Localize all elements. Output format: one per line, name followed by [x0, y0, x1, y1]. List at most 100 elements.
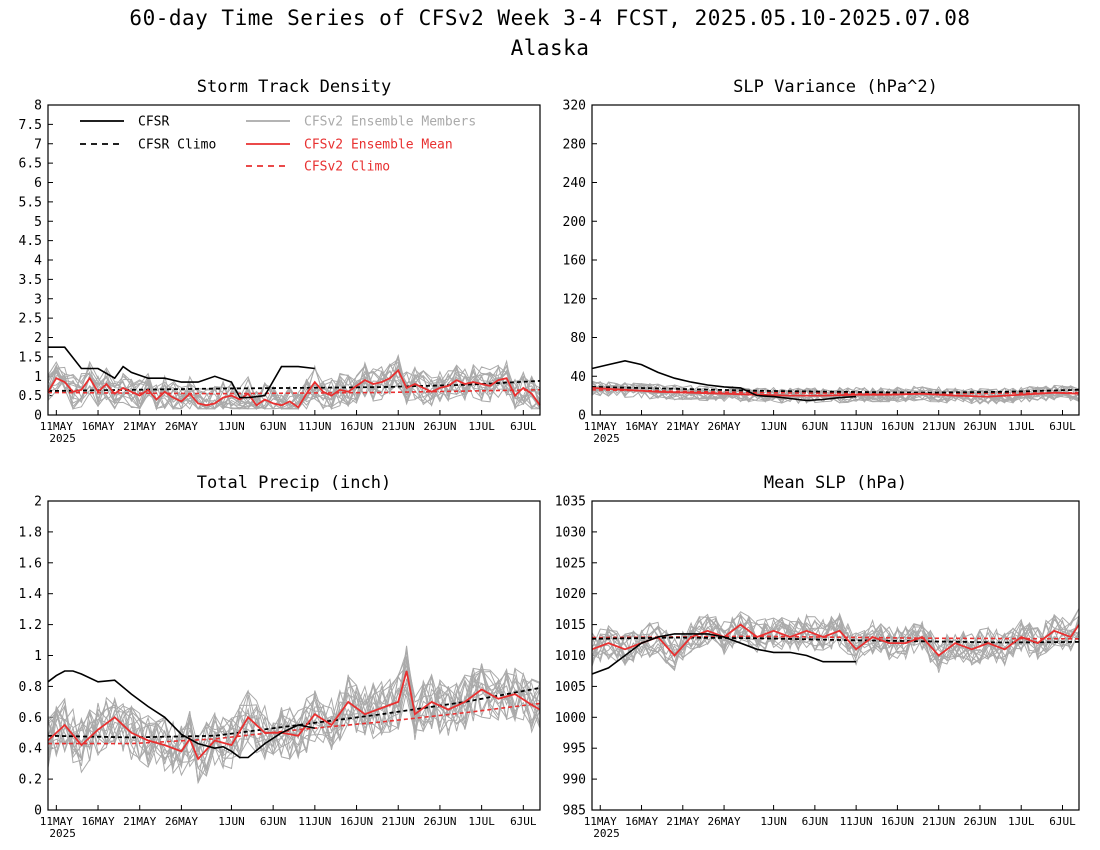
plot-frame — [47, 104, 541, 416]
x-tick-label: 1JUL — [468, 420, 495, 433]
y-tick-label: 4.5 — [19, 234, 42, 249]
legend-label: CFSR Climo — [138, 138, 216, 153]
x-tick-label: 6JUN — [260, 815, 287, 828]
x-tick-label: 16JUN — [881, 815, 914, 828]
y-tick-label: 0.5 — [19, 389, 42, 404]
x-tick-label: 11JUN — [298, 815, 331, 828]
y-tick-label: 0.2 — [19, 773, 42, 788]
x-tick-label: 21MAY — [123, 420, 156, 433]
ensemble-member-line — [591, 614, 1080, 667]
x-tick-label: 6JUN — [260, 420, 287, 433]
x-tick-label: 26MAY — [708, 815, 741, 828]
x-tick-label: 21JUN — [922, 815, 955, 828]
x-tick-label: 6JUL — [1049, 420, 1076, 433]
x-tick-label: 26MAY — [165, 420, 198, 433]
x-tick-label: 11MAY — [584, 420, 617, 433]
x-tick-label: 26MAY — [165, 815, 198, 828]
x-tick-label: 11JUN — [840, 420, 873, 433]
x-tick-label: 16MAY — [625, 420, 658, 433]
y-tick-label: 200 — [563, 215, 586, 230]
ensemble-member-line — [591, 608, 1080, 667]
y-tick-label: 985 — [563, 804, 586, 819]
x-tick-label: 1JUN — [218, 815, 245, 828]
y-tick-label: 120 — [563, 292, 586, 307]
cfsr-line — [591, 633, 857, 675]
y-tick-label: 0 — [34, 804, 42, 819]
y-tick-label: 5.5 — [19, 195, 42, 210]
y-tick-label: 3 — [34, 292, 42, 307]
x-tick-label: 16MAY — [625, 815, 658, 828]
x-year-label: 2025 — [49, 432, 76, 445]
y-tick-label: 6 — [34, 176, 42, 191]
ensemble-mean-line — [47, 368, 541, 409]
y-tick-label: 40 — [570, 370, 586, 385]
x-tick-label: 1JUL — [1008, 815, 1035, 828]
x-year-label: 2025 — [593, 827, 620, 840]
x-tick-label: 6JUN — [802, 420, 829, 433]
ensemble-member-line — [47, 667, 541, 772]
y-tick-label: 8 — [34, 99, 42, 114]
legend-label: CFSv2 Ensemble Members — [304, 115, 476, 130]
x-tick-label: 26JUN — [963, 815, 996, 828]
y-tick-label: 4 — [34, 254, 42, 269]
y-tick-label: 1 — [34, 649, 42, 664]
x-tick-label: 21MAY — [123, 815, 156, 828]
x-tick-label: 6JUL — [510, 420, 537, 433]
plot-frame — [591, 500, 1080, 811]
y-tick-label: 1035 — [555, 495, 586, 510]
y-tick-label: 1025 — [555, 556, 586, 571]
panel-title: Mean SLP (hPa) — [764, 473, 907, 493]
y-tick-label: 7.5 — [19, 118, 42, 133]
chart-panel-4: Mean SLP (hPa) 985 990 995 1000 1005 1010 1015 1… — [555, 473, 1080, 840]
ensemble-member-line — [591, 382, 1080, 403]
x-tick-label: 16JUN — [340, 420, 373, 433]
x-tick-label: 11MAY — [584, 815, 617, 828]
x-tick-label: 11MAY — [40, 420, 73, 433]
y-tick-label: 0 — [578, 409, 586, 424]
x-tick-label: 6JUN — [802, 815, 829, 828]
ensemble-mean-line — [591, 623, 1080, 657]
x-tick-label: 26JUN — [423, 420, 456, 433]
x-tick-label: 1JUL — [468, 815, 495, 828]
y-tick-label: 1030 — [555, 525, 586, 540]
x-tick-label: 26JUN — [963, 420, 996, 433]
y-tick-label: 0.6 — [19, 711, 42, 726]
ensemble-mean-line — [47, 670, 541, 761]
ensemble-member-line — [47, 363, 541, 410]
cfsr-climo-line — [591, 636, 1080, 644]
y-tick-label: 280 — [563, 137, 586, 152]
y-tick-label: 1 — [34, 370, 42, 385]
x-tick-label: 26MAY — [708, 420, 741, 433]
legend-label: CFSv2 Ensemble Mean — [304, 138, 453, 153]
x-tick-label: 21MAY — [666, 420, 699, 433]
y-tick-label: 1020 — [555, 587, 586, 602]
ensemble-member-line — [47, 655, 541, 767]
chart-panel-1: Storm Track Density 0 0.5 1 1.5 2 2.5 3 3.5 4 4.5 5… — [19, 77, 541, 445]
y-tick-label: 1010 — [555, 649, 586, 664]
ensemble-member-line — [47, 361, 541, 411]
x-tick-label: 21JUN — [382, 815, 415, 828]
y-tick-label: 990 — [563, 773, 586, 788]
figure-subtitle: Alaska — [510, 36, 590, 60]
legend-label: CFSR — [138, 115, 169, 130]
y-tick-label: 2 — [34, 331, 42, 346]
ensemble-member-line — [47, 668, 541, 777]
legend-label: CFSv2 Climo — [304, 160, 390, 175]
panel-title: Storm Track Density — [197, 77, 391, 97]
y-tick-label: 0.4 — [19, 742, 43, 757]
cfsr-climo-line — [591, 386, 1080, 394]
y-tick-label: 6.5 — [19, 157, 42, 172]
x-tick-label: 11MAY — [40, 815, 73, 828]
ensemble-mean-line — [591, 387, 1080, 398]
chart-panel-3: Total Precip (inch) 0 0.2 0.4 0.6 0.8 1 1.2 1.4 1… — [19, 473, 541, 840]
x-tick-label: 1JUL — [1008, 420, 1035, 433]
cfsv2-climo-line — [591, 635, 1080, 640]
x-tick-label: 16MAY — [81, 815, 114, 828]
y-tick-label: 1005 — [555, 680, 586, 695]
chart-panel-2: SLP Variance (hPa^2) 0 40 80 120 160 200 240 280… — [563, 77, 1080, 445]
x-tick-label: 6JUL — [510, 815, 537, 828]
x-year-label: 2025 — [49, 827, 76, 840]
legend: CFSR CFSR Climo CFSv2 Ensemble Members CFSv… — [80, 115, 476, 175]
y-tick-label: 1.2 — [19, 618, 42, 633]
